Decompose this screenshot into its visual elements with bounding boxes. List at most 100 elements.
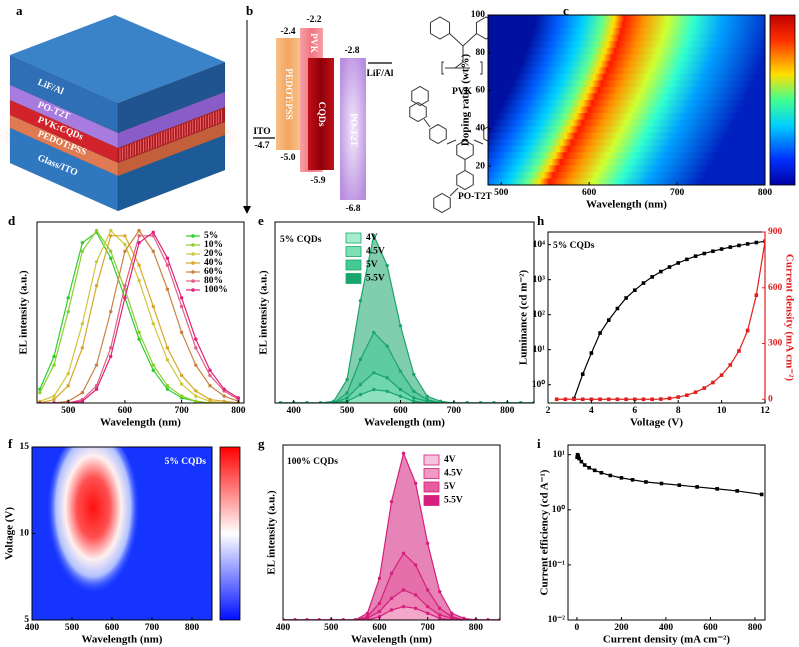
marker (413, 481, 418, 486)
area-fill (283, 606, 500, 620)
marker (66, 309, 70, 314)
heatmap-strip (488, 139, 765, 147)
marker (165, 358, 170, 362)
ring (433, 192, 451, 214)
marker (66, 296, 70, 300)
marker (711, 249, 715, 254)
marker (165, 346, 170, 350)
marker (425, 611, 430, 616)
bond (446, 139, 457, 145)
area-fill (280, 372, 534, 403)
plot-area (38, 228, 241, 403)
legend-label: 10% (204, 240, 223, 250)
legend-swatch (423, 454, 440, 466)
marker (123, 296, 127, 300)
marker (606, 397, 611, 402)
marker (633, 288, 637, 293)
marker (345, 377, 349, 382)
x-tick-label: 200 (614, 623, 629, 633)
x-tick-label: 6 (632, 406, 637, 416)
heatmap-strip (488, 28, 765, 36)
marker (385, 376, 389, 380)
marker (389, 499, 394, 504)
marker (38, 390, 42, 395)
y2-tick-label: 0 (768, 394, 773, 404)
marker (719, 247, 724, 251)
plot-area (278, 233, 534, 403)
marker (137, 228, 141, 233)
colorbar (769, 14, 796, 186)
y-tick-label: 80 (476, 48, 486, 58)
annotation: 100% CQDs (287, 457, 338, 467)
marker (633, 397, 637, 402)
legend-label: 5V (366, 260, 378, 270)
y-tick-label: 20 (476, 161, 486, 171)
marker (745, 242, 750, 246)
marker (80, 346, 85, 350)
marker (165, 384, 170, 388)
marker (165, 263, 170, 267)
ring (409, 101, 427, 123)
x-tick-label: 700 (145, 623, 160, 633)
x-tick-label: 500 (494, 188, 509, 198)
marker (630, 478, 635, 482)
marker (412, 399, 416, 403)
heatmap-strip (488, 54, 765, 62)
legend-marker (191, 261, 195, 265)
legend-swatch (345, 273, 362, 284)
marker (711, 380, 715, 385)
x-tick-label: 800 (185, 623, 200, 633)
x-tick-label: 600 (582, 188, 597, 198)
panel-letter: a (16, 3, 23, 18)
marker (624, 296, 628, 300)
marker (80, 240, 85, 245)
level-label: -2.2 (306, 15, 321, 25)
y-tick-label: 40 (476, 124, 486, 134)
legend-swatch (345, 259, 362, 271)
heatmap-strip (488, 60, 765, 68)
marker (579, 459, 584, 464)
x-tick-label: 700 (174, 406, 189, 416)
series-line (556, 241, 765, 400)
marker (438, 613, 442, 617)
x-tick-label: 0 (575, 623, 580, 633)
legend-marker (191, 243, 195, 247)
marker (667, 265, 672, 269)
y-tick-label: 10¹ (533, 345, 546, 355)
area-fill (283, 453, 500, 620)
marker (194, 399, 198, 403)
heatmap-strip (488, 67, 765, 75)
legend-label: 4.5V (366, 247, 385, 257)
marker (94, 228, 99, 233)
heatmap-strip (488, 47, 765, 55)
marker (151, 249, 155, 254)
panel-letter: h (537, 213, 545, 228)
marker (208, 373, 212, 378)
heatmap-strip (488, 21, 765, 29)
plot-frame (36, 221, 245, 404)
legend-label: 5.5V (444, 496, 463, 506)
legend-swatch (423, 495, 440, 506)
marker (179, 330, 184, 335)
marker (401, 451, 406, 456)
area-fill (283, 553, 500, 620)
marker (80, 399, 85, 403)
marker (179, 373, 184, 378)
marker (345, 391, 349, 395)
marker (580, 372, 585, 376)
marker (165, 256, 170, 260)
marker (554, 397, 559, 402)
legend-label: 4V (366, 233, 378, 243)
plot-area (283, 451, 500, 620)
panel-letter: c (563, 3, 569, 18)
marker (194, 394, 198, 398)
x-tick-label: 800 (231, 406, 246, 416)
x-axis-label: Current density (mA cm⁻²) (603, 634, 730, 646)
marker (576, 454, 581, 458)
y-tick-label: 10¹ (553, 450, 566, 460)
marker (728, 363, 733, 367)
x-tick-label: 600 (105, 623, 120, 633)
panel-letter: d (8, 213, 16, 228)
marker (165, 387, 170, 391)
